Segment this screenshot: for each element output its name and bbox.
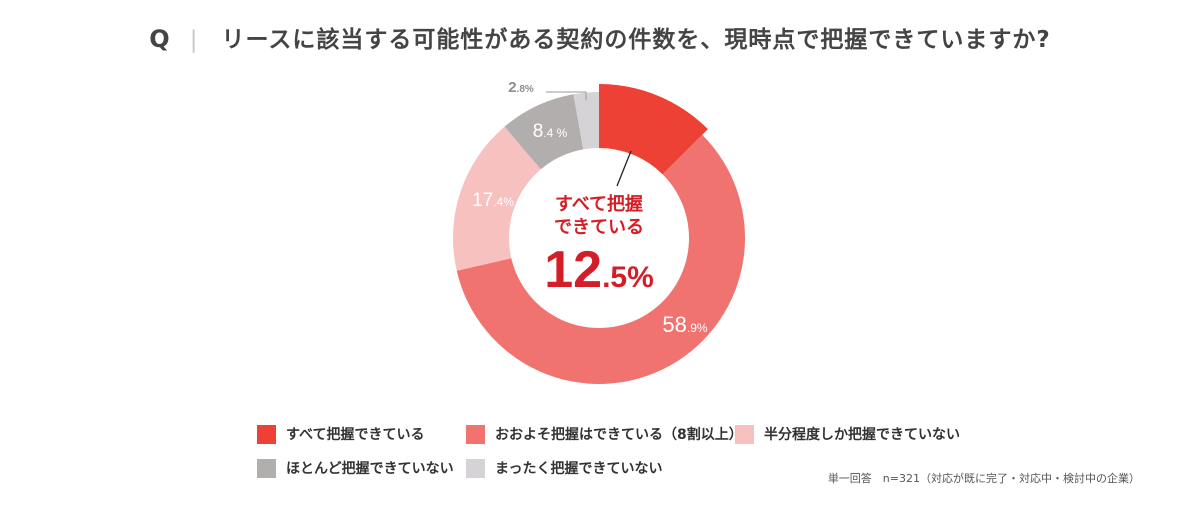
center-value: 12.5% (544, 241, 654, 299)
slice-label-3: 8.4 % (533, 121, 568, 142)
slice-1 (456, 134, 745, 385)
question-title: Q | リースに該当する可能性がある契約の件数を、現時点で把握できていますか? (0, 20, 1200, 54)
footnote: 単一回答 n=321（対応が既に完了・対応中・検討中の企業） (827, 472, 1140, 485)
center-label-line2: できている (554, 217, 644, 238)
leader-line-slice-0 (616, 150, 632, 187)
slice-2 (453, 126, 541, 271)
slice-label-2: 17.4% (472, 190, 514, 211)
center-label-line1: すべて把握 (555, 193, 643, 215)
slice-4 (573, 92, 599, 150)
slice-label-4: 2.8% (508, 79, 534, 96)
donut-slices (453, 84, 745, 385)
question-text: リースに該当する可能性がある契約の件数を、現時点で把握できていますか? (221, 27, 1051, 53)
slice-3 (504, 94, 584, 170)
slice-0 (599, 84, 708, 175)
center-value-dec: .5% (602, 261, 654, 294)
slice-label-1: 58.9% (662, 312, 707, 337)
center-value-int: 12 (544, 241, 602, 299)
question-separator: | (189, 27, 199, 53)
question-prefix: Q (149, 25, 171, 53)
slice-labels: 58.9% 17.4% 8.4 % 2.8% (472, 79, 708, 337)
